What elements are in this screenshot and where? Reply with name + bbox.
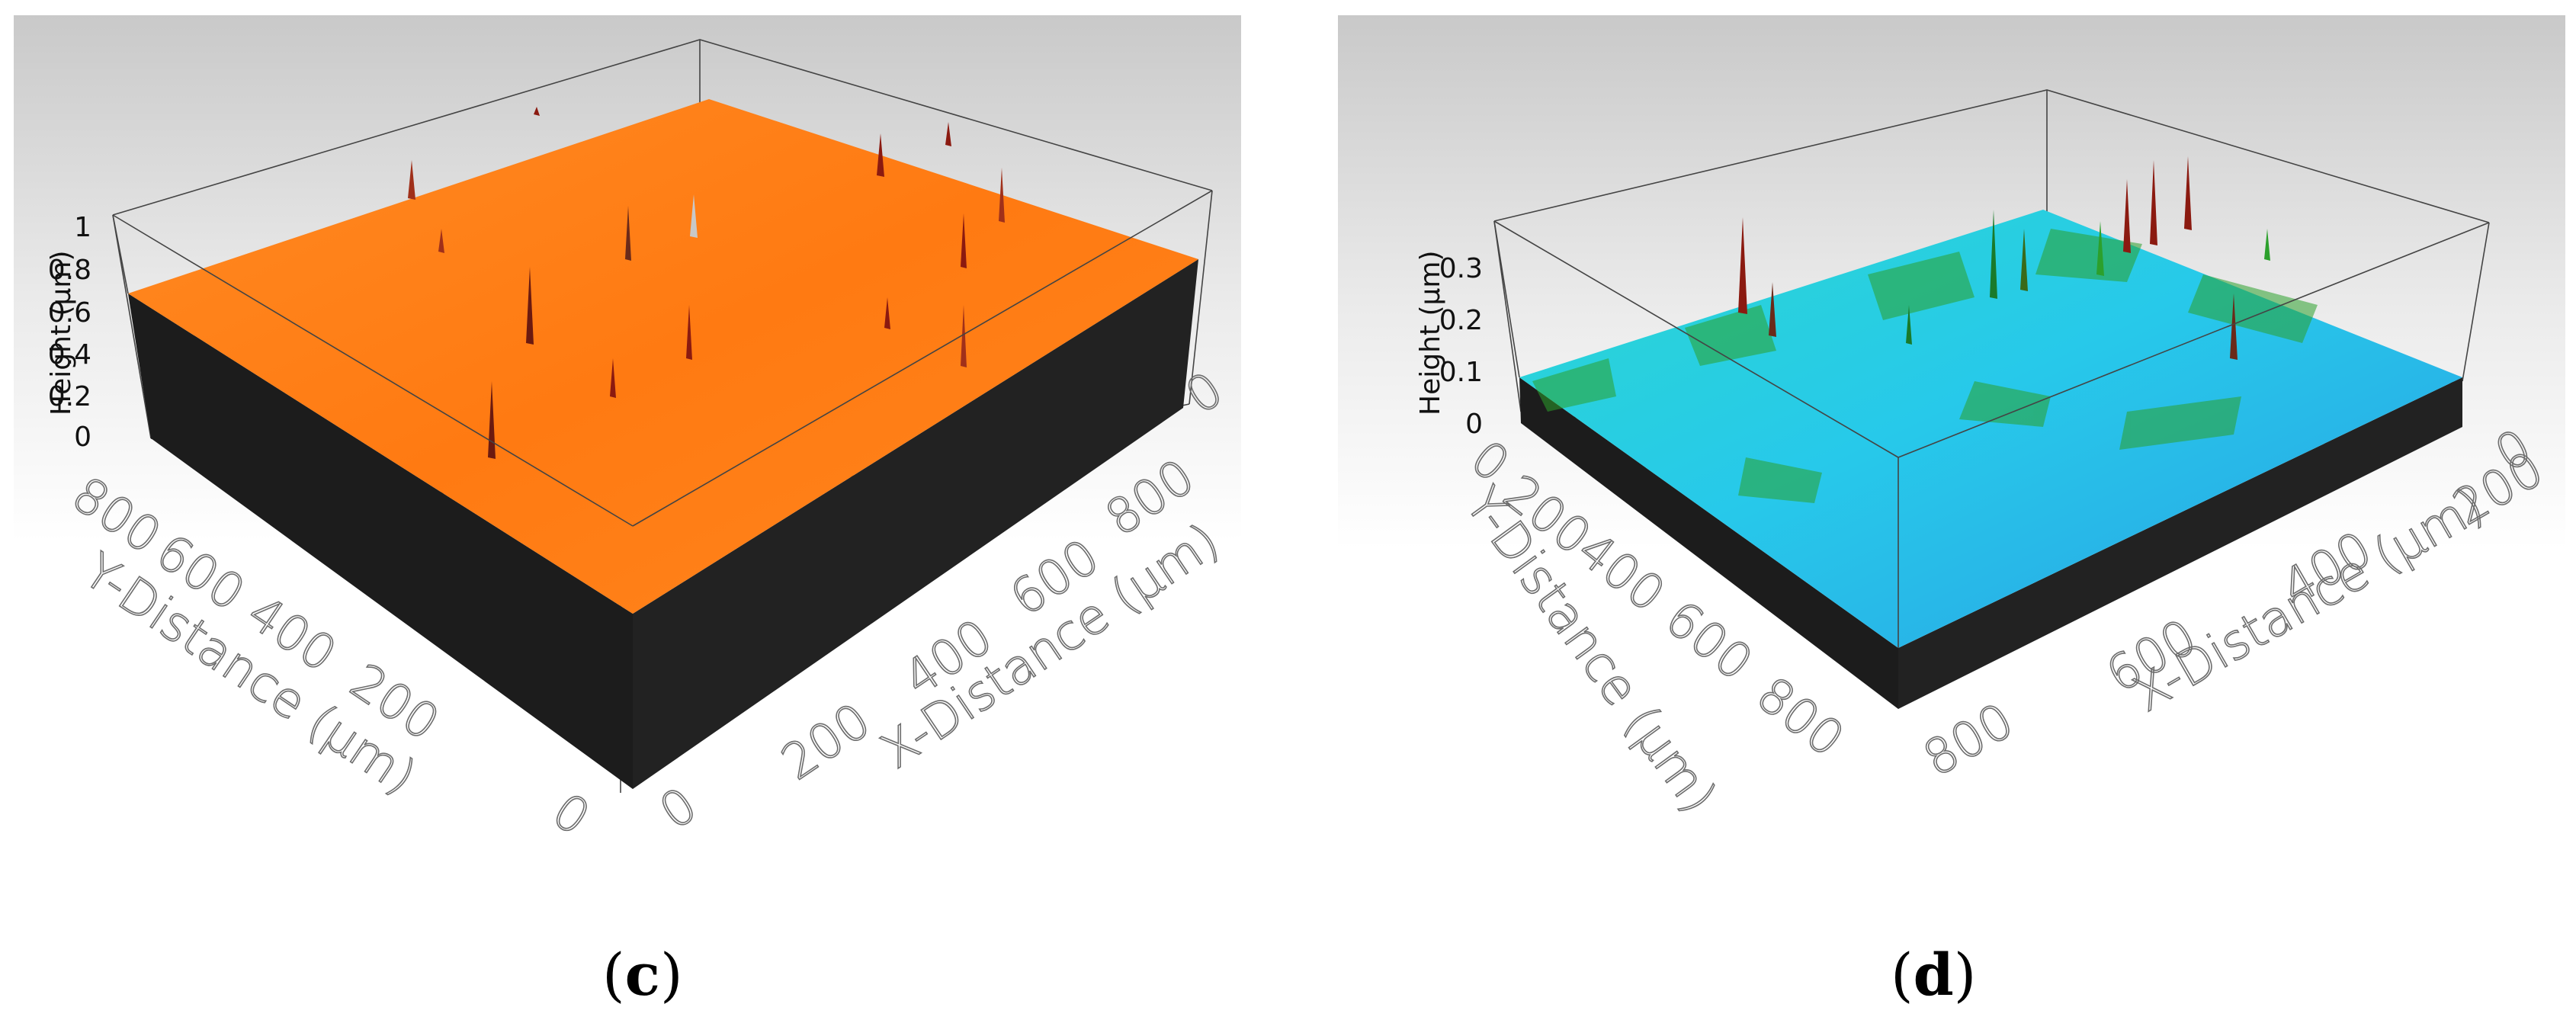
panel-c: 0 0.2 0.4 0.6 0.8 1 Height (µm) 800 600 …	[14, 15, 1241, 1009]
panel-d: 0 0.1 0.2 0.3 Height (µm) 0 200 400 600 …	[1288, 0, 2576, 1020]
surface-spikes	[1738, 156, 2270, 360]
y-tick: 0	[542, 783, 599, 847]
surface-spikes	[408, 107, 1005, 459]
box-edges-front	[1493, 220, 2490, 648]
surface-texture	[1532, 229, 2318, 503]
z-axis-label: Height (µm)	[46, 250, 77, 415]
z-axis-ticks: 0 0.1 0.2 0.3	[1439, 253, 1483, 440]
surface-plot-d: 0 0.1 0.2 0.3 Height (µm) 0 200 400 600 …	[1338, 15, 2565, 1009]
z-tick: 0	[74, 422, 91, 453]
x-tick: 800	[1914, 693, 2023, 788]
box-edges-front	[112, 190, 1213, 527]
side-left	[128, 293, 633, 789]
z-tick: 0.1	[1439, 357, 1483, 388]
z-tick: 0.2	[48, 381, 91, 412]
z-tick: 0.6	[48, 297, 91, 329]
side-left	[1519, 377, 1898, 709]
surface-plot-c: 0 0.2 0.4 0.6 0.8 1 Height (µm) 800 600 …	[14, 15, 1241, 1009]
y-tick: 800	[1746, 666, 1854, 768]
z-tick: 0.2	[1439, 305, 1483, 336]
x-tick: 0	[650, 777, 707, 841]
caption-d: (d)	[1891, 941, 1976, 1009]
z-tick: 0	[1465, 409, 1483, 440]
z-tick: 0.8	[48, 255, 91, 286]
z-tick: 0.4	[48, 339, 91, 370]
caption-c: (c)	[602, 941, 683, 1009]
y-tick: 600	[1654, 590, 1763, 692]
z-axis-ticks: 0 0.2 0.4 0.6 0.8 1	[48, 212, 91, 453]
surface-top	[128, 99, 1198, 614]
z-tick: 1	[74, 212, 91, 243]
side-right	[633, 259, 1198, 789]
z-axis-label: Height (µm)	[1415, 250, 1446, 415]
x-tick: 200	[772, 693, 881, 792]
z-tick: 0.3	[1439, 253, 1483, 284]
side-right	[1898, 377, 2462, 709]
